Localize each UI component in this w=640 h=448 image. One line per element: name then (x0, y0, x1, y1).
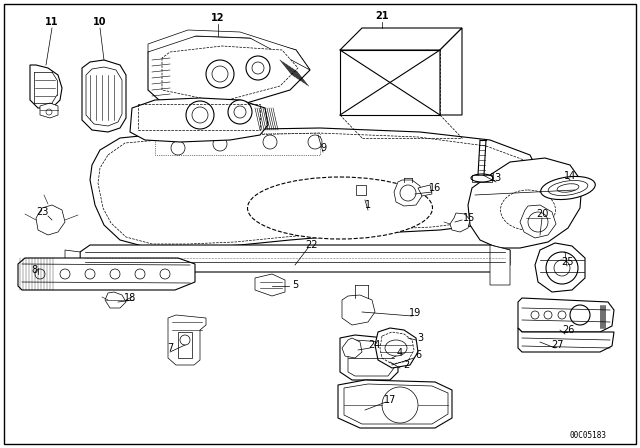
Text: 20: 20 (536, 209, 548, 219)
Circle shape (558, 311, 566, 319)
Polygon shape (80, 245, 510, 272)
Circle shape (135, 269, 145, 279)
Polygon shape (342, 338, 362, 358)
Ellipse shape (385, 340, 407, 356)
Text: 17: 17 (384, 395, 396, 405)
Text: 23: 23 (36, 207, 48, 217)
Text: 00C05183: 00C05183 (570, 431, 607, 440)
Polygon shape (65, 250, 80, 270)
Circle shape (263, 135, 277, 149)
Circle shape (544, 311, 552, 319)
Text: 4: 4 (397, 348, 403, 358)
Text: 15: 15 (463, 213, 475, 223)
Circle shape (246, 56, 270, 80)
Circle shape (554, 260, 570, 276)
Polygon shape (18, 258, 195, 290)
Circle shape (160, 269, 170, 279)
Polygon shape (468, 158, 582, 248)
Polygon shape (518, 328, 614, 352)
Polygon shape (148, 30, 310, 70)
Circle shape (85, 269, 95, 279)
Circle shape (180, 335, 190, 345)
Polygon shape (418, 185, 432, 196)
Polygon shape (86, 67, 122, 126)
Polygon shape (105, 292, 126, 308)
Circle shape (531, 311, 539, 319)
Polygon shape (82, 60, 126, 132)
Circle shape (35, 269, 45, 279)
Text: 25: 25 (561, 257, 573, 267)
Polygon shape (440, 28, 462, 115)
Polygon shape (255, 274, 285, 296)
Circle shape (212, 66, 228, 82)
Polygon shape (520, 205, 556, 238)
Polygon shape (340, 335, 398, 380)
Polygon shape (394, 180, 422, 206)
Circle shape (308, 135, 322, 149)
Polygon shape (36, 205, 65, 235)
Text: 5: 5 (292, 280, 298, 290)
Text: 14: 14 (564, 171, 576, 181)
Polygon shape (375, 328, 418, 368)
Polygon shape (30, 65, 62, 108)
Polygon shape (340, 50, 440, 115)
Text: 21: 21 (375, 11, 388, 21)
Text: 8: 8 (31, 265, 37, 275)
Circle shape (206, 60, 234, 88)
Circle shape (192, 107, 208, 123)
Polygon shape (342, 295, 375, 325)
Text: 6: 6 (415, 350, 421, 360)
Text: 3: 3 (417, 333, 423, 343)
Text: 1: 1 (365, 200, 371, 210)
Circle shape (186, 101, 214, 129)
Ellipse shape (471, 174, 493, 182)
Polygon shape (162, 46, 298, 102)
Polygon shape (148, 36, 310, 110)
Text: 16: 16 (429, 183, 441, 193)
Polygon shape (490, 245, 510, 285)
Circle shape (60, 269, 70, 279)
Text: 11: 11 (45, 17, 59, 27)
Text: 2: 2 (403, 360, 409, 370)
Polygon shape (130, 98, 268, 142)
Text: 26: 26 (562, 325, 574, 335)
Text: 10: 10 (93, 17, 107, 27)
Text: 18: 18 (124, 293, 136, 303)
Polygon shape (518, 298, 614, 332)
Circle shape (234, 106, 246, 118)
Circle shape (110, 269, 120, 279)
Ellipse shape (548, 181, 588, 195)
Bar (155, 133, 320, 155)
Circle shape (382, 387, 418, 423)
Circle shape (570, 305, 590, 325)
Ellipse shape (248, 177, 433, 239)
Text: 9: 9 (320, 143, 326, 153)
Polygon shape (338, 380, 452, 428)
Polygon shape (168, 315, 206, 365)
Polygon shape (450, 213, 470, 232)
Text: 7: 7 (167, 343, 173, 353)
Circle shape (228, 100, 252, 124)
Polygon shape (40, 103, 58, 118)
Text: 13: 13 (490, 173, 502, 183)
Circle shape (400, 185, 416, 201)
Circle shape (171, 141, 185, 155)
Circle shape (546, 252, 578, 284)
Polygon shape (535, 243, 585, 292)
Text: 19: 19 (409, 308, 421, 318)
Circle shape (252, 62, 264, 74)
Polygon shape (340, 28, 462, 50)
Polygon shape (356, 185, 366, 195)
Polygon shape (90, 128, 540, 248)
Text: 22: 22 (305, 240, 317, 250)
Circle shape (528, 212, 548, 232)
Text: 27: 27 (552, 340, 564, 350)
Ellipse shape (500, 190, 556, 230)
Text: 12: 12 (211, 13, 225, 23)
Circle shape (46, 109, 52, 115)
Ellipse shape (557, 184, 579, 192)
Circle shape (213, 137, 227, 151)
Text: 24: 24 (368, 340, 380, 350)
Ellipse shape (541, 177, 595, 199)
